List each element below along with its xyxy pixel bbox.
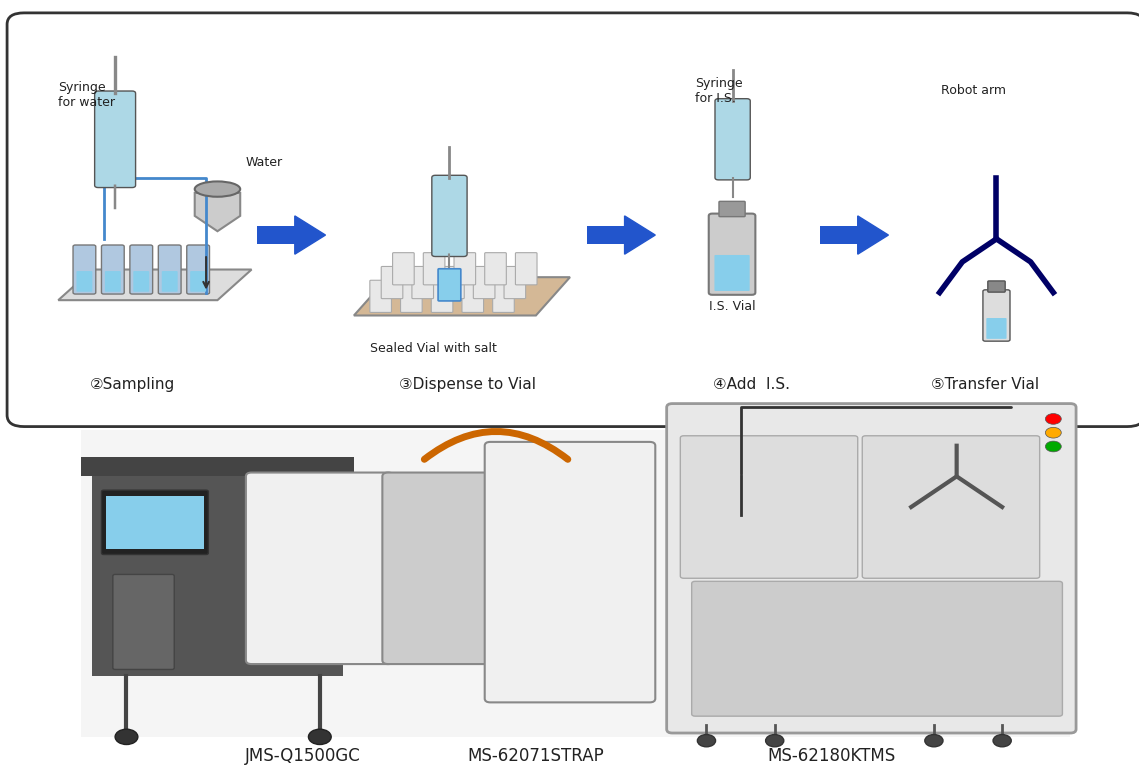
FancyBboxPatch shape	[81, 431, 1070, 737]
Circle shape	[1045, 428, 1061, 438]
FancyBboxPatch shape	[76, 271, 92, 291]
Circle shape	[309, 729, 332, 744]
Polygon shape	[625, 216, 655, 255]
FancyBboxPatch shape	[73, 245, 96, 294]
FancyBboxPatch shape	[162, 271, 178, 291]
FancyBboxPatch shape	[667, 404, 1076, 733]
FancyBboxPatch shape	[381, 267, 402, 298]
Circle shape	[1045, 414, 1061, 424]
FancyBboxPatch shape	[681, 436, 857, 578]
FancyBboxPatch shape	[715, 98, 750, 180]
Circle shape	[1045, 441, 1061, 452]
Text: MS-62180KTMS: MS-62180KTMS	[767, 747, 896, 765]
FancyBboxPatch shape	[105, 271, 121, 291]
Text: ④Add  I.S.: ④Add I.S.	[714, 377, 790, 392]
FancyBboxPatch shape	[484, 253, 506, 285]
Circle shape	[698, 734, 716, 747]
FancyBboxPatch shape	[438, 268, 461, 301]
FancyBboxPatch shape	[133, 271, 149, 291]
FancyBboxPatch shape	[988, 281, 1005, 292]
FancyBboxPatch shape	[983, 290, 1010, 341]
Polygon shape	[195, 193, 241, 231]
FancyBboxPatch shape	[431, 280, 453, 312]
FancyBboxPatch shape	[400, 280, 422, 312]
Text: Sealed Vial with salt: Sealed Vial with salt	[370, 342, 497, 355]
FancyBboxPatch shape	[484, 442, 656, 702]
FancyBboxPatch shape	[106, 495, 204, 549]
Circle shape	[766, 734, 784, 747]
FancyBboxPatch shape	[709, 214, 756, 295]
FancyBboxPatch shape	[587, 226, 625, 244]
FancyBboxPatch shape	[492, 280, 514, 312]
Text: Water: Water	[246, 156, 283, 168]
FancyBboxPatch shape	[187, 245, 210, 294]
Text: ⑤Transfer Vial: ⑤Transfer Vial	[931, 377, 1040, 392]
FancyBboxPatch shape	[158, 245, 181, 294]
FancyBboxPatch shape	[442, 267, 464, 298]
Circle shape	[115, 729, 138, 744]
FancyBboxPatch shape	[101, 490, 209, 554]
FancyBboxPatch shape	[432, 175, 467, 257]
Text: I.S. Vial: I.S. Vial	[709, 300, 756, 313]
FancyBboxPatch shape	[101, 245, 124, 294]
Circle shape	[925, 734, 943, 747]
FancyBboxPatch shape	[412, 267, 433, 298]
FancyBboxPatch shape	[7, 13, 1140, 427]
FancyBboxPatch shape	[258, 226, 295, 244]
FancyBboxPatch shape	[715, 255, 750, 291]
FancyBboxPatch shape	[382, 472, 496, 664]
FancyBboxPatch shape	[462, 280, 483, 312]
FancyBboxPatch shape	[437, 205, 463, 254]
Polygon shape	[857, 216, 888, 255]
FancyBboxPatch shape	[92, 461, 342, 675]
FancyBboxPatch shape	[246, 472, 393, 664]
FancyBboxPatch shape	[423, 253, 445, 285]
FancyBboxPatch shape	[504, 267, 526, 298]
Ellipse shape	[195, 181, 241, 197]
FancyBboxPatch shape	[820, 226, 857, 244]
FancyBboxPatch shape	[454, 253, 475, 285]
Text: ②Sampling: ②Sampling	[90, 377, 174, 392]
FancyBboxPatch shape	[113, 574, 174, 670]
FancyBboxPatch shape	[692, 581, 1062, 716]
Circle shape	[993, 734, 1011, 747]
FancyBboxPatch shape	[862, 436, 1040, 578]
Polygon shape	[58, 269, 252, 300]
Text: Syringe
for I.S.: Syringe for I.S.	[695, 77, 743, 105]
FancyBboxPatch shape	[986, 318, 1007, 339]
FancyBboxPatch shape	[515, 253, 537, 285]
FancyBboxPatch shape	[369, 280, 391, 312]
Polygon shape	[295, 216, 326, 255]
FancyBboxPatch shape	[190, 271, 206, 291]
Text: ③Dispense to Vial: ③Dispense to Vial	[399, 377, 536, 392]
Text: MS-62071STRAP: MS-62071STRAP	[467, 747, 604, 765]
FancyBboxPatch shape	[95, 91, 136, 188]
FancyBboxPatch shape	[130, 245, 153, 294]
FancyBboxPatch shape	[719, 201, 746, 217]
Text: Robot arm: Robot arm	[942, 84, 1007, 97]
FancyBboxPatch shape	[392, 253, 414, 285]
FancyBboxPatch shape	[473, 267, 495, 298]
FancyBboxPatch shape	[99, 126, 131, 185]
Text: JMS-Q1500GC: JMS-Q1500GC	[245, 747, 360, 765]
FancyBboxPatch shape	[81, 458, 353, 476]
Text: Syringe
for water: Syringe for water	[58, 81, 115, 108]
Polygon shape	[353, 277, 570, 315]
FancyBboxPatch shape	[719, 128, 746, 177]
